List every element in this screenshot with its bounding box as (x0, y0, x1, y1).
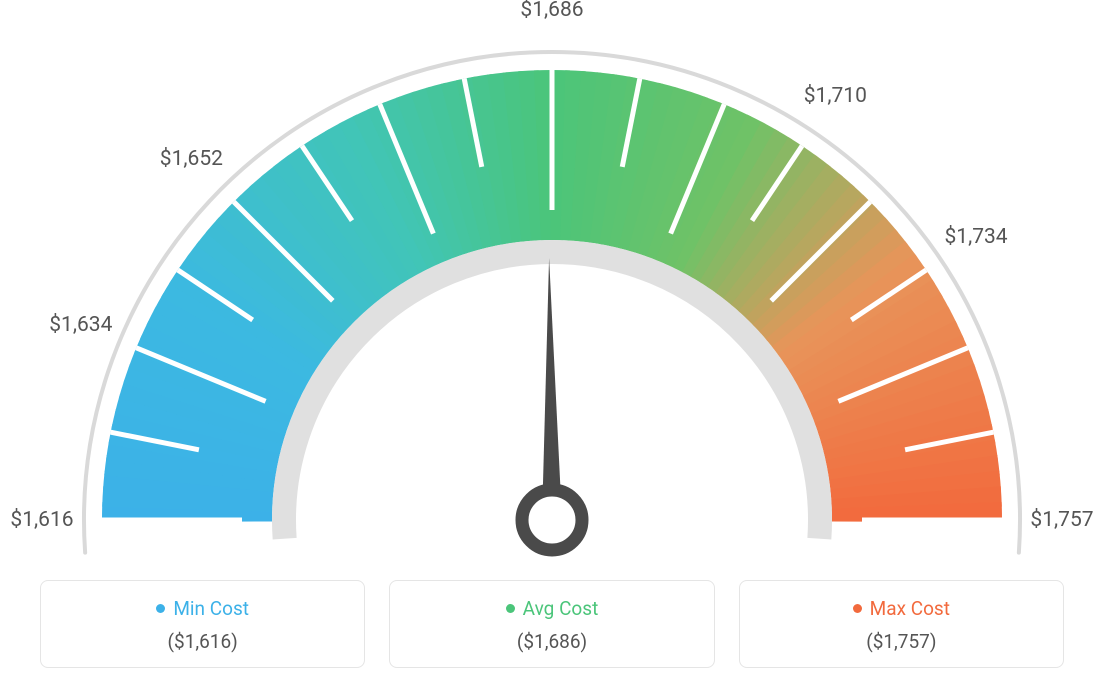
gauge-tick-label: $1,734 (944, 225, 1007, 249)
avg-cost-title: Avg Cost (506, 597, 599, 620)
avg-cost-label: Avg Cost (523, 597, 599, 620)
max-cost-label: Max Cost (870, 597, 950, 620)
chart-container: $1,616 $1,634 $1,652 $1,686 $1,710 $1,734 $1,7… (0, 0, 1104, 690)
min-cost-value: ($1,616) (51, 630, 354, 653)
min-cost-title: Min Cost (156, 597, 249, 620)
gauge-svg (0, 0, 1104, 560)
summary-cards: Min Cost ($1,616) Avg Cost ($1,686) Max … (40, 580, 1064, 668)
gauge-tick-label: $1,710 (804, 84, 867, 108)
gauge-tick-label: $1,757 (1030, 508, 1093, 532)
gauge-tick-label: $1,686 (520, 0, 583, 22)
max-cost-value: ($1,757) (750, 630, 1053, 653)
max-cost-card: Max Cost ($1,757) (739, 580, 1064, 668)
gauge-tick-label: $1,634 (49, 313, 112, 337)
dot-icon (506, 604, 515, 613)
dot-icon (156, 604, 165, 613)
avg-cost-value: ($1,686) (400, 630, 703, 653)
min-cost-label: Min Cost (173, 597, 249, 620)
avg-cost-card: Avg Cost ($1,686) (389, 580, 714, 668)
dot-icon (853, 604, 862, 613)
gauge-tick-label: $1,616 (10, 508, 73, 532)
gauge: $1,616 $1,634 $1,652 $1,686 $1,710 $1,734 $1,7… (0, 0, 1104, 560)
gauge-tick-label: $1,652 (160, 147, 223, 171)
max-cost-title: Max Cost (853, 597, 950, 620)
min-cost-card: Min Cost ($1,616) (40, 580, 365, 668)
